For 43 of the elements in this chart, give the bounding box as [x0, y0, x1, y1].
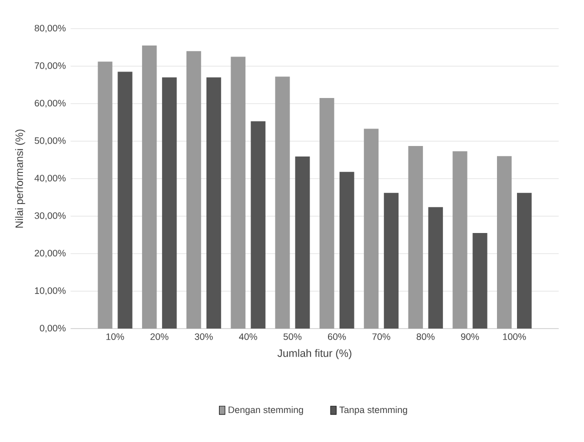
bar	[206, 77, 222, 329]
x-tick-label: 100%	[503, 333, 526, 340]
x-tick-label: 30%	[194, 333, 213, 340]
x-tick-label: 50%	[284, 333, 302, 340]
x-tick-label: 20%	[150, 333, 168, 340]
bar	[98, 62, 112, 329]
bar	[364, 128, 379, 329]
y-tick-label: 50,00%	[34, 137, 66, 146]
bar	[320, 98, 334, 329]
y-axis-title: Nilai performansi (%)	[15, 130, 26, 228]
bar	[230, 56, 246, 329]
bar	[384, 192, 399, 329]
legend-label: Tanpa stemming	[339, 406, 408, 415]
y-tick-label: 0,00%	[40, 324, 66, 333]
x-tick-label: 10%	[106, 333, 124, 340]
y-tick-label: 40,00%	[34, 174, 66, 183]
y-tick-label: 70,00%	[34, 62, 66, 70]
bar	[250, 121, 266, 329]
x-tick-label: 80%	[416, 333, 435, 340]
bar	[472, 233, 488, 329]
bar	[496, 156, 512, 329]
bar	[408, 146, 423, 329]
y-tick-label: 80,00%	[34, 24, 66, 33]
bar	[516, 192, 532, 329]
bar	[275, 76, 290, 329]
x-tick-label: 70%	[372, 333, 390, 340]
y-tick-label: 20,00%	[34, 250, 66, 258]
bar	[186, 51, 202, 329]
y-tick-label: 30,00%	[34, 212, 66, 220]
bar	[340, 172, 354, 329]
bar	[162, 77, 177, 329]
x-axis-title: Jumlah fitur (%)	[278, 349, 352, 360]
y-tick-label: 60,00%	[34, 100, 66, 108]
x-tick-label: 40%	[239, 333, 258, 340]
x-tick-label: 60%	[328, 333, 346, 340]
bar	[452, 151, 468, 329]
bar	[142, 46, 157, 329]
bar	[295, 156, 310, 329]
x-tick-label: 90%	[461, 333, 479, 340]
bar	[428, 207, 443, 329]
legend-label: Dengan stemming	[228, 406, 304, 415]
bar	[118, 72, 132, 329]
y-tick-label: 10,00%	[35, 287, 66, 296]
